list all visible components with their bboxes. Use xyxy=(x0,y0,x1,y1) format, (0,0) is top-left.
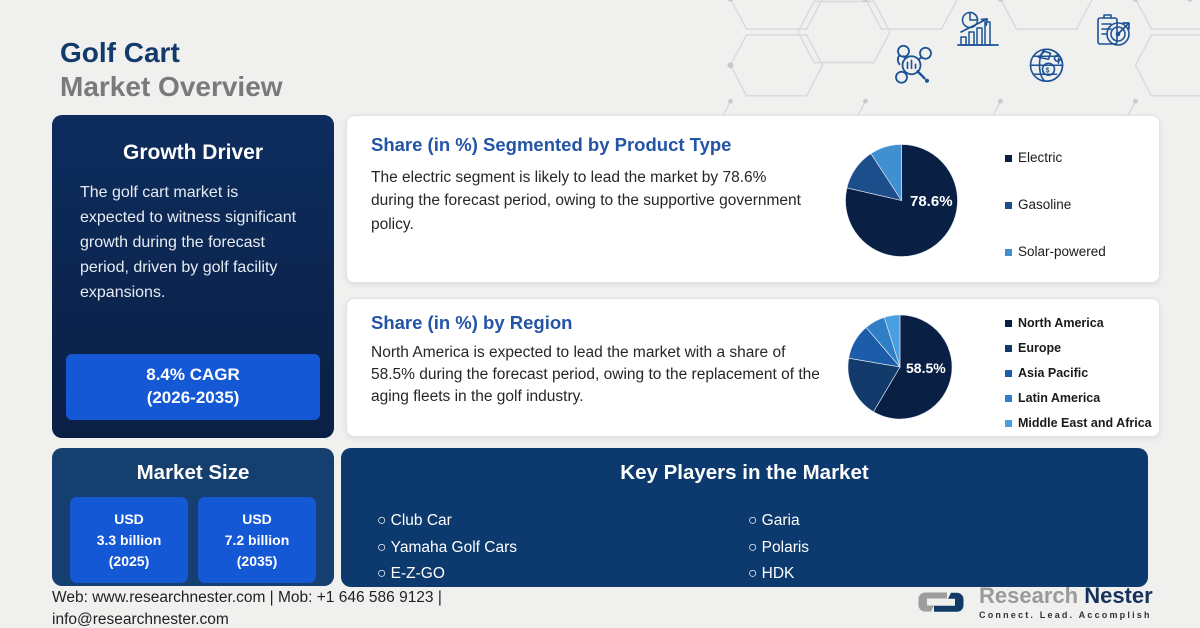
svg-text:$: $ xyxy=(1046,67,1050,74)
svg-text:78.6%: 78.6% xyxy=(910,193,953,210)
svg-text:58.5%: 58.5% xyxy=(906,360,946,376)
